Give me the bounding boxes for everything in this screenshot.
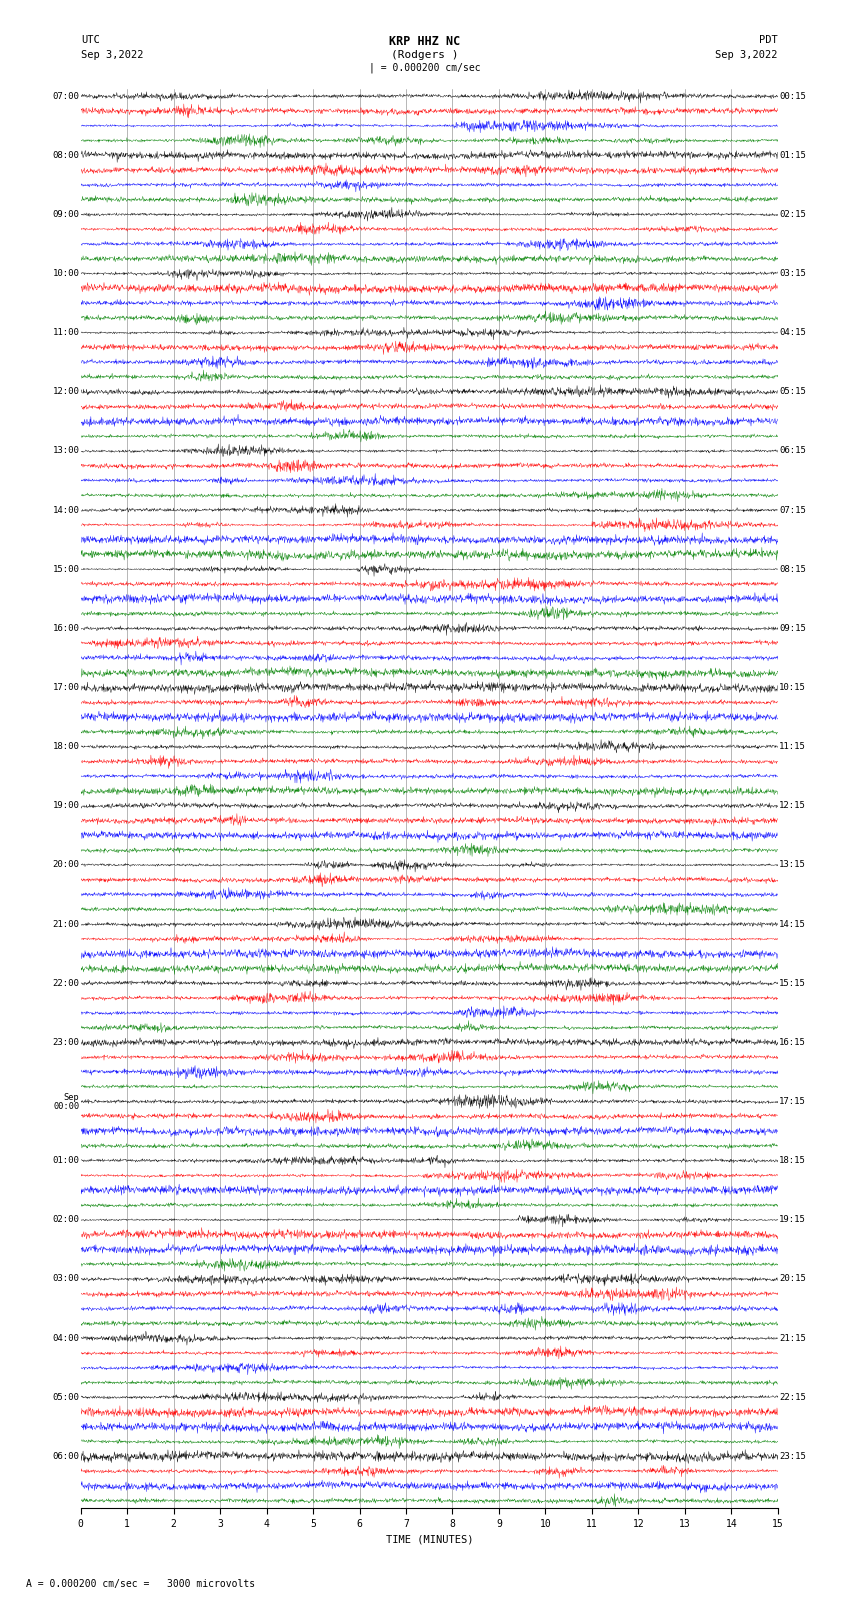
- Text: 17:00: 17:00: [53, 682, 79, 692]
- Text: 20:15: 20:15: [779, 1274, 806, 1284]
- Text: A = 0.000200 cm/sec =   3000 microvolts: A = 0.000200 cm/sec = 3000 microvolts: [26, 1579, 255, 1589]
- Text: Sep 3,2022: Sep 3,2022: [715, 50, 778, 60]
- Text: 19:15: 19:15: [779, 1215, 806, 1224]
- Text: 23:15: 23:15: [779, 1452, 806, 1461]
- Text: Sep 3,2022: Sep 3,2022: [81, 50, 144, 60]
- Text: 14:00: 14:00: [53, 505, 79, 515]
- Text: 07:00: 07:00: [53, 92, 79, 100]
- Text: 17:15: 17:15: [779, 1097, 806, 1107]
- Text: Sep: Sep: [64, 1092, 79, 1102]
- Text: 01:15: 01:15: [779, 150, 806, 160]
- Text: 10:00: 10:00: [53, 269, 79, 277]
- Text: 11:00: 11:00: [53, 327, 79, 337]
- Text: 14:15: 14:15: [779, 919, 806, 929]
- Text: 16:00: 16:00: [53, 624, 79, 632]
- Text: 19:00: 19:00: [53, 802, 79, 810]
- Text: 02:15: 02:15: [779, 210, 806, 219]
- Text: 00:15: 00:15: [779, 92, 806, 100]
- Text: 21:15: 21:15: [779, 1334, 806, 1342]
- Text: 23:00: 23:00: [53, 1037, 79, 1047]
- Text: 13:15: 13:15: [779, 860, 806, 869]
- Text: 03:00: 03:00: [53, 1274, 79, 1284]
- Text: PDT: PDT: [759, 35, 778, 45]
- Text: 21:00: 21:00: [53, 919, 79, 929]
- Text: 04:00: 04:00: [53, 1334, 79, 1342]
- Text: 22:15: 22:15: [779, 1392, 806, 1402]
- Text: 15:00: 15:00: [53, 565, 79, 574]
- Text: 15:15: 15:15: [779, 979, 806, 987]
- Text: 04:15: 04:15: [779, 327, 806, 337]
- Text: 08:00: 08:00: [53, 150, 79, 160]
- Text: 06:15: 06:15: [779, 447, 806, 455]
- Text: 22:00: 22:00: [53, 979, 79, 987]
- Text: 06:00: 06:00: [53, 1452, 79, 1461]
- Text: KRP HHZ NC: KRP HHZ NC: [389, 35, 461, 48]
- Text: 08:15: 08:15: [779, 565, 806, 574]
- Text: 05:00: 05:00: [53, 1392, 79, 1402]
- Text: 00:00: 00:00: [53, 1102, 79, 1110]
- Text: 18:00: 18:00: [53, 742, 79, 752]
- X-axis label: TIME (MINUTES): TIME (MINUTES): [386, 1534, 473, 1544]
- Text: 11:15: 11:15: [779, 742, 806, 752]
- Text: | = 0.000200 cm/sec: | = 0.000200 cm/sec: [369, 63, 481, 74]
- Text: 18:15: 18:15: [779, 1157, 806, 1165]
- Text: 16:15: 16:15: [779, 1037, 806, 1047]
- Text: 12:00: 12:00: [53, 387, 79, 397]
- Text: 01:00: 01:00: [53, 1157, 79, 1165]
- Text: 10:15: 10:15: [779, 682, 806, 692]
- Text: 02:00: 02:00: [53, 1215, 79, 1224]
- Text: 03:15: 03:15: [779, 269, 806, 277]
- Text: UTC: UTC: [81, 35, 99, 45]
- Text: 12:15: 12:15: [779, 802, 806, 810]
- Text: (Rodgers ): (Rodgers ): [391, 50, 459, 60]
- Text: 05:15: 05:15: [779, 387, 806, 397]
- Text: 07:15: 07:15: [779, 505, 806, 515]
- Text: 20:00: 20:00: [53, 860, 79, 869]
- Text: 09:15: 09:15: [779, 624, 806, 632]
- Text: 09:00: 09:00: [53, 210, 79, 219]
- Text: 13:00: 13:00: [53, 447, 79, 455]
